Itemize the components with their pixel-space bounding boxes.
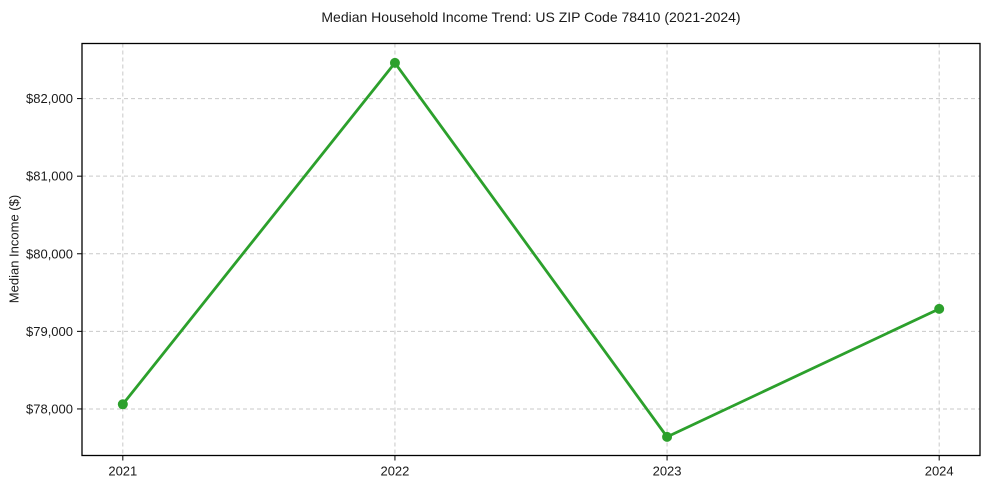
- data-point-marker: [662, 431, 673, 442]
- y-tick-label: $81,000: [26, 169, 73, 184]
- y-tick-label: $80,000: [26, 246, 73, 261]
- x-tick-label: 2023: [653, 464, 682, 479]
- x-tick-label: 2022: [380, 464, 409, 479]
- axes-spines: [81, 42, 981, 457]
- data-point-marker: [117, 399, 128, 410]
- x-tick-label: 2021: [108, 464, 137, 479]
- x-tick-label: 2024: [925, 464, 954, 479]
- y-tick-label: $79,000: [26, 324, 73, 339]
- data-point-marker: [389, 57, 400, 68]
- y-tick-label: $78,000: [26, 401, 73, 416]
- chart-title: Median Household Income Trend: US ZIP Co…: [321, 9, 741, 25]
- income-trend-line: [121, 61, 941, 439]
- data-point-marker: [934, 303, 945, 314]
- y-tick-label: $82,000: [26, 91, 73, 106]
